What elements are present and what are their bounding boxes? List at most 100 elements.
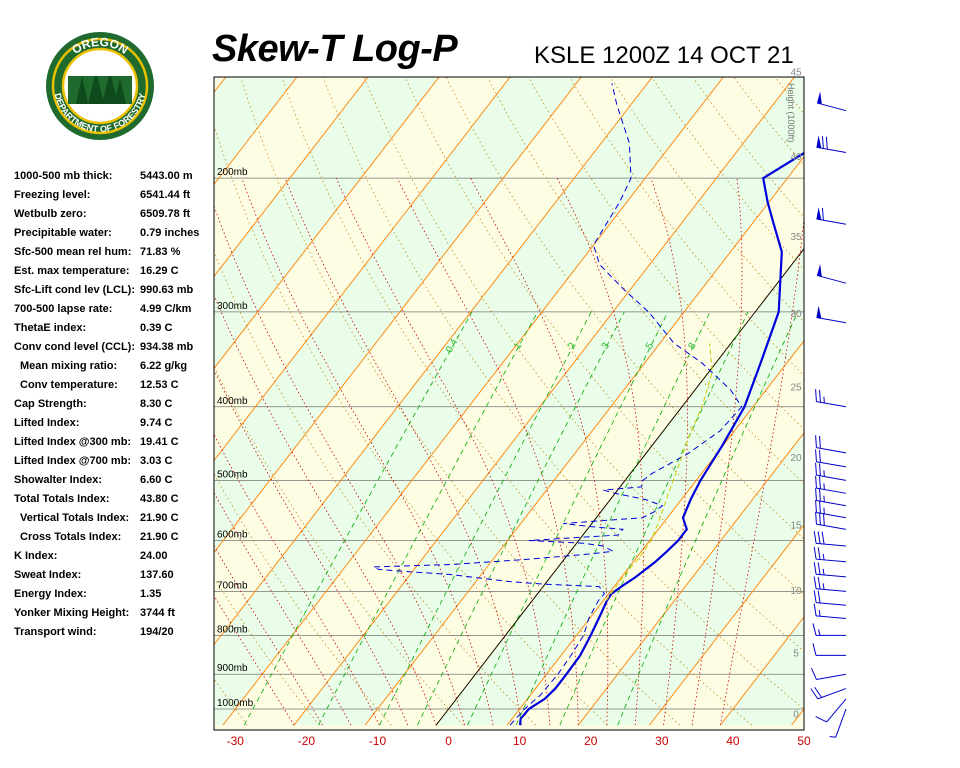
- isotherm-line: [214, 77, 582, 554]
- index-label: Freezing level:: [14, 189, 91, 201]
- wind-barb-staff: [816, 523, 847, 530]
- svg-text:OREGON: OREGON: [69, 35, 130, 57]
- index-row: Total Totals Index: 43.80 C: [14, 491, 214, 510]
- wind-barb: [815, 698, 847, 723]
- temperature-band: [293, 77, 804, 726]
- wind-barb-pennant: [816, 135, 822, 149]
- wind-barb-staff: [826, 698, 847, 723]
- wind-barb-half-flag: [818, 610, 821, 617]
- wind-barb-flag: [815, 488, 817, 501]
- isotherm-line: [506, 340, 804, 726]
- dry-adiabat: [322, 77, 804, 710]
- index-label: Cross Totals Index:: [20, 531, 122, 543]
- temperature-tick-label: 50: [797, 734, 811, 748]
- index-value: 6.60 C: [140, 474, 173, 486]
- wind-barb: [815, 462, 847, 481]
- dry-adiabat: [445, 77, 804, 540]
- wind-barb: [816, 91, 847, 112]
- wind-barb: [813, 590, 847, 606]
- height-axis-label: Height (1000ft): [786, 83, 796, 143]
- wind-barb-staff: [817, 688, 847, 700]
- temperature-tick-label: 20: [584, 734, 598, 748]
- wind-barb-flag: [819, 476, 821, 489]
- index-value: 5443.00 m: [140, 170, 193, 182]
- dry-adiabat: [404, 77, 804, 595]
- wind-barb-pennant: [817, 91, 822, 105]
- index-label: Lifted Index @700 mb:: [14, 455, 132, 467]
- wind-barb-flag: [810, 688, 819, 700]
- isotherm-line: [791, 708, 804, 726]
- wind-barb: [810, 686, 847, 700]
- index-row: Sweat Index: 137.60: [14, 567, 214, 586]
- index-label: Lifted Index:: [14, 417, 80, 429]
- wind-barb-flag: [819, 488, 821, 502]
- index-row: Showalter Index: 6.60 C: [14, 472, 214, 491]
- logo-top-text: OREGON: [69, 35, 130, 57]
- mixing-ratio-line: [318, 311, 538, 726]
- wind-barb: [829, 708, 847, 738]
- wind-barb-staff: [816, 461, 847, 468]
- wind-barb: [816, 263, 847, 284]
- wind-barb-staff: [835, 708, 847, 738]
- wind-barb: [813, 603, 847, 619]
- wind-barb-staff: [816, 401, 847, 408]
- wind-barb: [816, 305, 847, 324]
- index-value: 194/20: [140, 626, 174, 638]
- index-label: Precipitable water:: [14, 227, 112, 239]
- index-label: Conv cond level (CCL):: [14, 341, 136, 353]
- index-row: Mean mixing ratio: 6.22 g/kg: [14, 358, 214, 377]
- isotherm-line: [0, 61, 96, 726]
- wind-barb-flag: [815, 449, 817, 462]
- index-value: 9.74 C: [140, 417, 173, 429]
- isotherm-line: [214, 77, 227, 93]
- wind-barb-staff: [816, 474, 847, 481]
- index-row: Lifted Index @700 mb: 3.03 C: [14, 453, 214, 472]
- wind-barb-staff: [816, 447, 847, 454]
- pressure-label: 300mb: [217, 301, 248, 312]
- pressure-label: 700mb: [217, 580, 248, 591]
- wind-barb-flag: [813, 603, 817, 616]
- mixing-ratio-line: [559, 311, 749, 726]
- isotherm-line: [293, 77, 796, 726]
- moist-adiabat: [214, 368, 409, 726]
- index-value: 8.30 C: [140, 398, 173, 410]
- index-value: 71.83 %: [140, 246, 181, 258]
- index-label: Yonker Mixing Height:: [14, 607, 130, 619]
- wind-barb-flag: [822, 513, 825, 526]
- index-label: ThetaE index:: [14, 322, 87, 334]
- wind-barb: [815, 500, 847, 519]
- dry-adiabat: [214, 678, 248, 726]
- moist-adiabat: [335, 178, 551, 726]
- index-label: Wetbulb zero:: [14, 208, 87, 220]
- wind-barb-flag: [819, 435, 821, 449]
- height-tick-label: 0: [793, 709, 799, 720]
- wind-barb-staff: [816, 602, 847, 606]
- wind-barb-half-flag: [822, 553, 825, 560]
- mixing-ratio-label: 3: [600, 341, 613, 352]
- height-tick-label: 5: [793, 649, 799, 660]
- index-row: Vertical Totals Index: 21.90 C: [14, 510, 214, 529]
- index-label: Transport wind:: [14, 626, 97, 638]
- wind-barb-flag: [815, 500, 817, 513]
- index-label: Mean mixing ratio:: [20, 360, 118, 372]
- height-tick-label: 35: [790, 232, 802, 243]
- temperature-band: [0, 61, 167, 726]
- wind-barb: [812, 643, 846, 656]
- height-tick-label: 20: [790, 453, 802, 464]
- index-row: Precipitable water: 0.79 inches: [14, 225, 214, 244]
- wind-barb-staff: [816, 218, 847, 225]
- wind-barb-half-flag: [818, 629, 821, 636]
- wind-barb-flag: [819, 512, 821, 525]
- moist-adiabat: [284, 178, 522, 726]
- index-label: Est. max temperature:: [14, 265, 130, 277]
- wind-barb-flag: [815, 511, 817, 525]
- wind-barb: [813, 576, 847, 592]
- wind-barb-staff: [816, 573, 847, 578]
- index-value: 19.41 C: [140, 436, 179, 448]
- temperature-tick-label: 40: [726, 734, 740, 748]
- index-row: Yonker Mixing Height: 3744 ft: [14, 605, 214, 624]
- index-label: Cap Strength:: [14, 398, 87, 410]
- isotherm-line: [214, 77, 369, 278]
- mixing-ratio-line: [243, 311, 473, 726]
- wind-barb-flag: [817, 547, 821, 560]
